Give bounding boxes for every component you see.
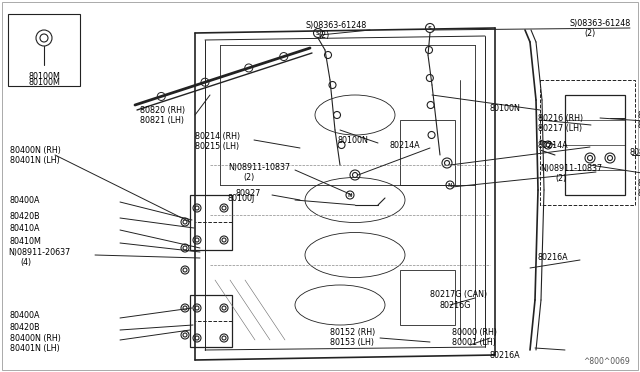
Text: S: S [428,26,432,31]
Circle shape [222,336,226,340]
Text: (2): (2) [555,173,566,183]
Text: S: S [316,31,320,35]
Text: 80216A: 80216A [538,253,568,263]
Text: 80401N (LH): 80401N (LH) [10,155,60,164]
Bar [565,95,625,195]
Text: S)08363-61248: S)08363-61248 [306,20,367,29]
Circle shape [183,220,187,224]
Text: N)08911-10837: N)08911-10837 [540,164,602,173]
Text: 80217G (CAN): 80217G (CAN) [430,291,487,299]
Text: 80420B: 80420B [10,212,40,221]
Circle shape [195,238,199,242]
Text: (2): (2) [318,31,329,39]
Text: 80100N: 80100N [338,135,369,144]
Circle shape [280,52,288,61]
Circle shape [183,268,187,272]
Circle shape [183,333,187,337]
Bar [8,14,80,86]
Bar [190,295,232,347]
Text: 80100J: 80100J [228,193,255,202]
Circle shape [607,155,612,160]
Text: 80100M: 80100M [28,77,60,87]
Text: 80215 (LH): 80215 (LH) [195,141,239,151]
Circle shape [195,336,199,340]
Text: (2): (2) [584,29,595,38]
Bar [190,195,232,250]
Text: (4): (4) [20,259,31,267]
Text: 80400A: 80400A [10,311,40,320]
Text: 80214A: 80214A [390,141,420,150]
Text: N: N [348,192,352,198]
Text: 80400A: 80400A [10,196,40,205]
Circle shape [201,78,209,86]
Circle shape [222,306,226,310]
Text: 80927: 80927 [235,189,260,198]
Text: 80410M: 80410M [10,237,42,246]
Text: 80216G: 80216G [440,301,472,310]
Circle shape [183,246,187,250]
Text: 80400N (RH): 80400N (RH) [10,145,61,154]
Circle shape [445,160,449,166]
Text: N)08911-10837: N)08911-10837 [228,163,290,171]
Text: 80821 (LH): 80821 (LH) [140,115,184,125]
Text: N: N [448,183,452,187]
Text: 80401N (LH): 80401N (LH) [10,343,60,353]
Circle shape [183,306,187,310]
Text: 80214A: 80214A [538,141,568,150]
Text: N)08911-20637: N)08911-20637 [8,248,70,257]
Text: 80152 (RH): 80152 (RH) [330,328,375,337]
Text: S)08363-61248: S)08363-61248 [570,19,631,28]
Text: 80001 (LH): 80001 (LH) [452,339,496,347]
Circle shape [588,155,593,160]
Text: 80831 (LH): 80831 (LH) [638,121,640,129]
Circle shape [195,306,199,310]
Bar [540,80,635,205]
Text: 80214 (RH): 80214 (RH) [195,131,240,141]
Text: 80830 (RH): 80830 (RH) [638,110,640,119]
Text: 80830A(RH): 80830A(RH) [638,179,640,187]
Bar [400,270,455,325]
Circle shape [157,93,165,100]
Bar [400,120,455,185]
Circle shape [244,64,253,72]
Circle shape [195,206,199,210]
Text: 80824A(LH): 80824A(LH) [638,189,640,198]
Text: 80216 (RH): 80216 (RH) [538,113,583,122]
Text: 80400N (RH): 80400N (RH) [10,334,61,343]
Text: 80410A: 80410A [10,224,40,232]
Circle shape [546,143,550,147]
Circle shape [353,173,358,177]
Circle shape [40,34,48,42]
Text: 80420B: 80420B [10,324,40,333]
Text: 80153 (LH): 80153 (LH) [330,339,374,347]
Text: 80217 (LH): 80217 (LH) [538,124,582,132]
Text: 80216A: 80216A [490,350,520,359]
Circle shape [222,206,226,210]
Text: ^800^0069: ^800^0069 [583,357,630,366]
Text: (2): (2) [243,173,254,182]
Text: 80820 (RH): 80820 (RH) [140,106,185,115]
Text: 80000 (RH): 80000 (RH) [452,328,497,337]
Text: 80830C: 80830C [630,148,640,157]
Text: 80100M: 80100M [28,71,60,80]
Circle shape [222,238,226,242]
Text: 80100N: 80100N [490,103,521,112]
